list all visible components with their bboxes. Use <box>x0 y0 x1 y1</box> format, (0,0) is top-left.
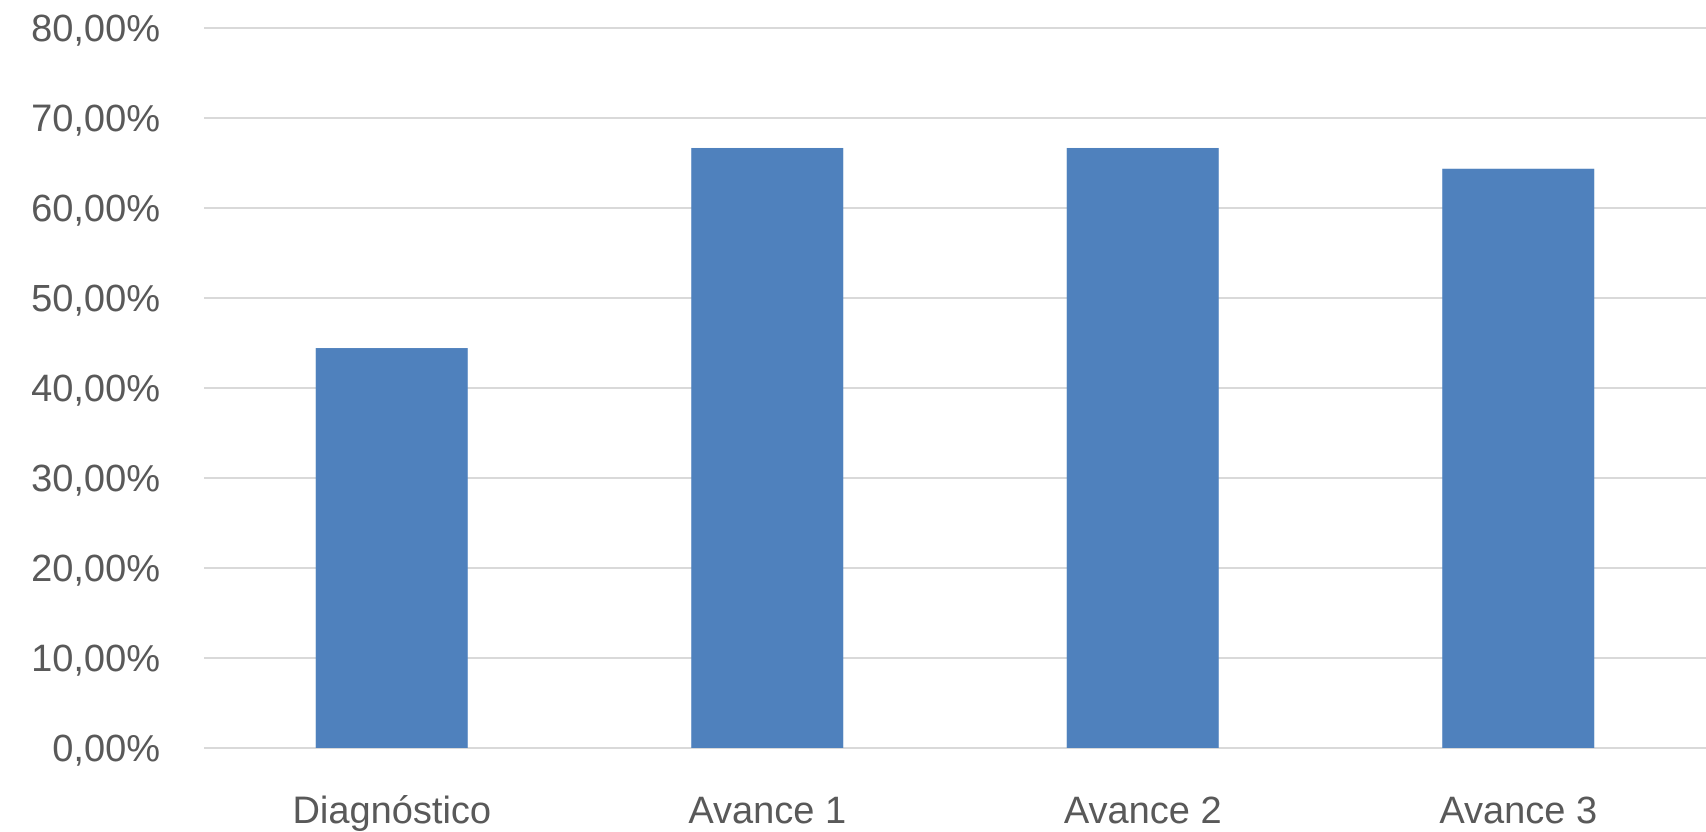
x-tick-label: Avance 1 <box>688 790 846 832</box>
x-axis-tick-labels: Diagnóstico Avance 1 Avance 2 Avance 3 <box>292 790 1597 832</box>
y-tick-label: 30,00% <box>31 458 160 500</box>
y-axis-tick-labels: 0,00% 10,00% 20,00% 30,00% 40,00% 50,00% 60,00… <box>31 8 160 770</box>
bar <box>1442 168 1595 748</box>
y-tick-label: 0,00% <box>52 728 160 770</box>
bars <box>315 147 1595 749</box>
y-tick-label: 70,00% <box>31 98 160 140</box>
y-tick-label: 20,00% <box>31 548 160 590</box>
y-tick-label: 80,00% <box>31 8 160 50</box>
x-tick-label: Diagnóstico <box>292 790 491 832</box>
x-tick-label: Avance 3 <box>1439 790 1597 832</box>
bar <box>1066 147 1219 749</box>
y-tick-label: 40,00% <box>31 368 160 410</box>
y-tick-label: 50,00% <box>31 278 160 320</box>
y-tick-label: 10,00% <box>31 638 160 680</box>
bar <box>691 147 844 749</box>
y-tick-label: 60,00% <box>31 188 160 230</box>
x-tick-label: Avance 2 <box>1064 790 1222 832</box>
bar <box>315 348 468 748</box>
